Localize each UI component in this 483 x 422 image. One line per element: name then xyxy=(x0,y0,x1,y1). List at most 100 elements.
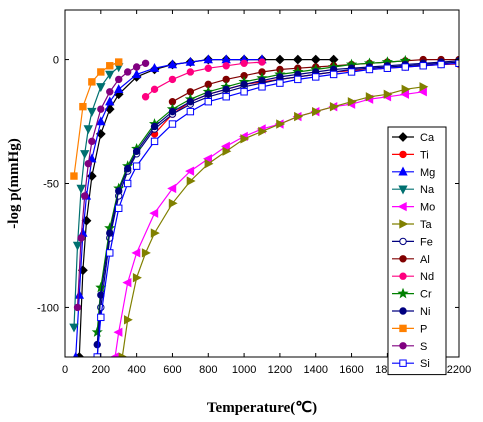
data-point-si xyxy=(329,70,338,79)
data-point-ta xyxy=(118,352,128,357)
x-tick-label: 1400 xyxy=(303,364,327,376)
data-point-ni xyxy=(240,80,248,89)
data-point-si xyxy=(222,93,230,101)
data-point-ni xyxy=(186,98,195,106)
legend-label: Si xyxy=(420,358,430,370)
data-point-ni xyxy=(258,76,266,85)
legend: Ca Ti Mg Na Mo Ta Fe Al Nd Cr Ni PS Si xyxy=(387,126,447,376)
data-point-ni xyxy=(93,340,101,349)
data-point-ni xyxy=(204,90,212,98)
data-point-ta xyxy=(365,92,375,102)
data-point-si xyxy=(240,88,248,96)
data-point-s xyxy=(141,59,150,67)
legend-marker xyxy=(399,359,407,367)
data-point-mo xyxy=(167,183,177,194)
data-point-mo xyxy=(220,141,230,152)
data-point-mg xyxy=(185,56,196,66)
data-point-mo xyxy=(109,352,119,357)
series-ta xyxy=(118,82,429,357)
series-line-ti xyxy=(154,63,459,135)
data-point-s xyxy=(81,192,89,200)
data-point-ca xyxy=(310,54,321,65)
legend-label: Ni xyxy=(420,306,430,318)
data-point-si xyxy=(168,120,177,128)
data-point-na xyxy=(76,184,86,194)
data-point-ta xyxy=(258,126,268,137)
x-tick-label: 200 xyxy=(92,364,110,376)
data-point-ta xyxy=(222,146,232,156)
data-point-si xyxy=(123,179,132,188)
series-line-ta xyxy=(121,86,424,357)
data-point-na xyxy=(80,150,90,159)
data-point-ta xyxy=(186,176,196,186)
legend-marker xyxy=(399,219,409,229)
data-point-si xyxy=(186,107,195,116)
data-point-si xyxy=(365,65,374,74)
legend-marker xyxy=(399,272,407,280)
data-point-ta xyxy=(276,119,286,129)
legend-marker xyxy=(399,237,407,246)
data-point-na xyxy=(96,83,106,93)
series-s xyxy=(73,59,150,312)
data-point-mg xyxy=(96,116,106,126)
x-tick-label: 2200 xyxy=(447,364,471,376)
data-point-ta xyxy=(204,158,214,169)
data-point-p xyxy=(88,78,96,86)
data-point-ta xyxy=(124,315,133,325)
data-point-mo xyxy=(122,277,132,288)
data-point-ni xyxy=(106,229,114,237)
data-point-ta xyxy=(347,97,357,107)
data-point-ni xyxy=(168,107,177,116)
data-point-p xyxy=(106,62,114,70)
series-line-p xyxy=(73,61,119,177)
legend-box xyxy=(387,126,447,376)
series-p xyxy=(70,58,123,180)
legend-label: Mo xyxy=(420,202,435,214)
legend-label: Na xyxy=(420,184,435,196)
x-tick-label: 1000 xyxy=(232,364,256,376)
data-point-si xyxy=(312,73,320,81)
legend-marker xyxy=(399,255,407,263)
data-point-nd xyxy=(150,85,159,94)
data-point-s xyxy=(88,137,96,146)
data-point-p xyxy=(79,102,87,111)
x-axis-label: Temperature(℃) xyxy=(207,400,317,416)
data-point-na xyxy=(69,323,79,333)
data-point-ta xyxy=(401,84,411,95)
data-point-si xyxy=(258,83,266,91)
legend-marker xyxy=(397,287,409,299)
data-point-na xyxy=(87,107,97,117)
data-point-mg xyxy=(105,96,115,106)
data-point-s xyxy=(123,68,132,76)
data-point-s xyxy=(106,88,114,96)
x-tick-label: 800 xyxy=(199,364,217,376)
data-point-mo xyxy=(113,327,123,337)
data-point-nd xyxy=(168,75,177,84)
data-point-ni xyxy=(222,85,230,94)
y-tick-label: -50 xyxy=(43,179,59,191)
y-axis-label: -log p(mmHg) xyxy=(6,138,22,228)
data-point-si xyxy=(150,137,159,146)
data-point-mg xyxy=(167,59,178,69)
data-point-mo xyxy=(149,208,159,218)
data-point-s xyxy=(77,234,85,242)
legend-marker xyxy=(399,307,407,315)
data-point-ta xyxy=(132,272,142,283)
x-tick-label: 0 xyxy=(62,364,68,376)
legend-marker xyxy=(399,324,407,333)
legend-marker xyxy=(398,185,408,195)
data-point-ni xyxy=(276,73,284,81)
data-point-si xyxy=(383,64,392,72)
data-point-mg xyxy=(114,84,124,93)
legend-label: P xyxy=(420,323,427,335)
data-point-ni xyxy=(150,122,159,131)
data-point-cr xyxy=(95,281,107,293)
data-point-nd xyxy=(141,93,150,101)
data-point-s xyxy=(132,63,141,71)
data-point-mg xyxy=(74,289,85,299)
data-point-mo xyxy=(417,87,427,97)
data-point-mg xyxy=(203,54,213,64)
data-point-si xyxy=(401,63,409,71)
x-tick-label: 1200 xyxy=(268,364,292,376)
